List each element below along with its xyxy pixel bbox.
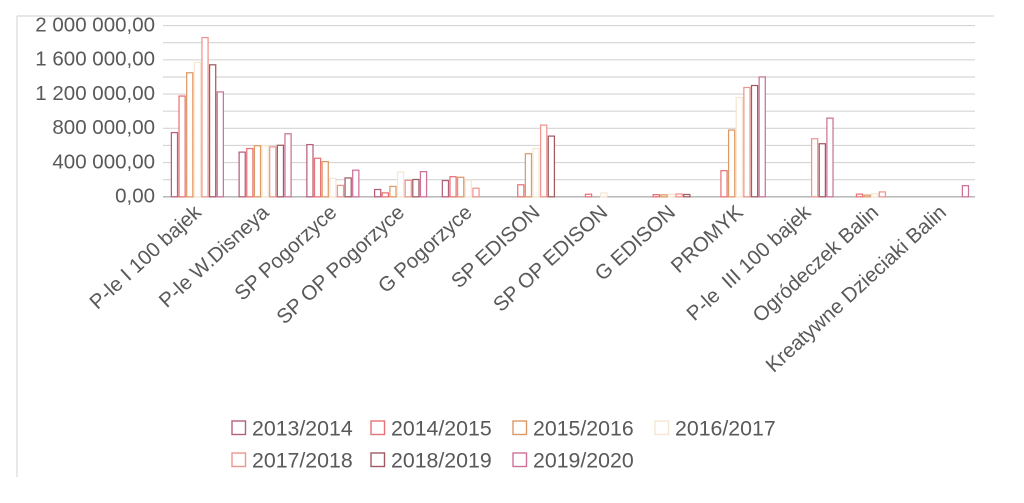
svg-text:2 000 000,00: 2 000 000,00 [35,13,155,36]
svg-text:2019/2020: 2019/2020 [533,448,634,472]
svg-text:2017/2018: 2017/2018 [252,448,353,472]
svg-text:1 200 000,00: 1 200 000,00 [35,82,155,105]
svg-text:2016/2017: 2016/2017 [675,416,776,440]
svg-text:2015/2016: 2015/2016 [533,416,634,440]
svg-text:1 600 000,00: 1 600 000,00 [35,48,155,71]
svg-text:2014/2015: 2014/2015 [391,416,492,440]
svg-text:2018/2019: 2018/2019 [391,448,492,472]
svg-text:400 000,00: 400 000,00 [52,150,155,173]
svg-text:0,00: 0,00 [115,185,155,208]
svg-text:2013/2014: 2013/2014 [252,416,353,440]
svg-text:800 000,00: 800 000,00 [52,116,155,139]
